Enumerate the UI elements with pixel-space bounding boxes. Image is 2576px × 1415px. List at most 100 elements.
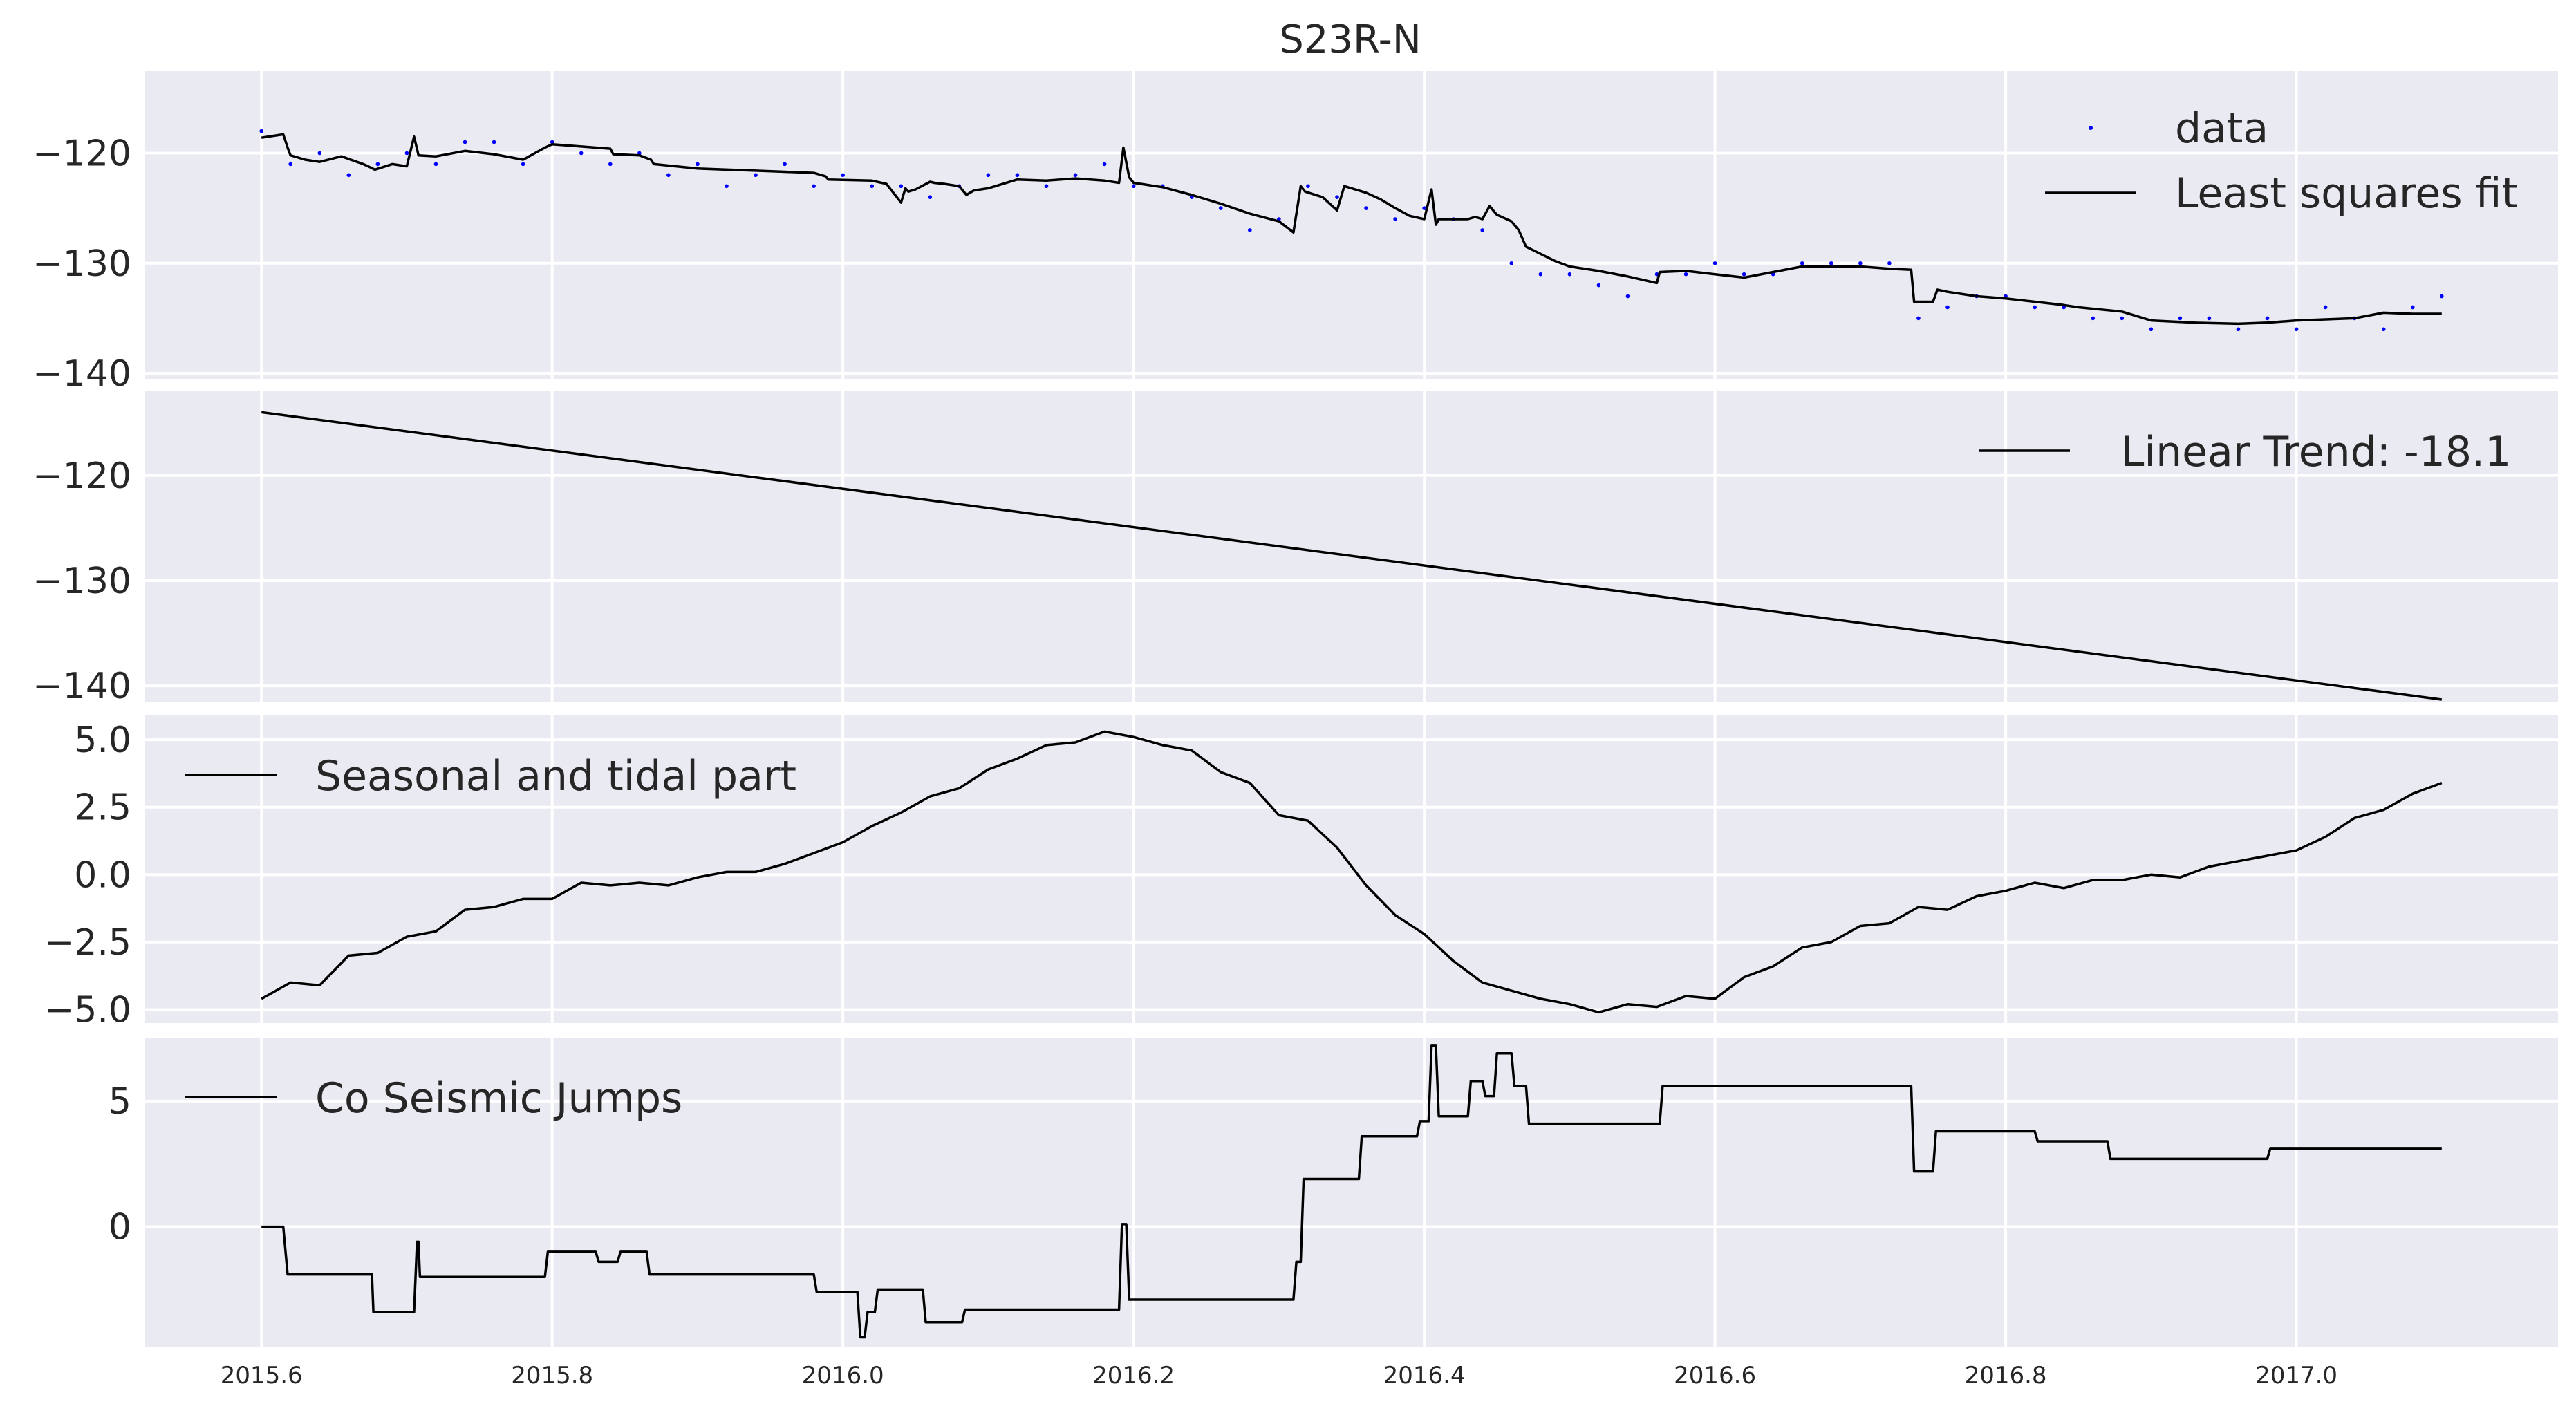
legend-label: Co Seismic Jumps — [315, 1074, 682, 1123]
data-point — [2265, 316, 2270, 321]
legend-label: Least squares fit — [2175, 169, 2518, 218]
legend: Linear Trend: -18.1 — [1979, 428, 2511, 476]
data-point — [725, 184, 729, 189]
data-point — [521, 162, 525, 167]
y-tick-label: −140 — [32, 353, 131, 395]
panels: −120 −130 −140 data Least squares fit −120 −13… — [32, 71, 2558, 1347]
data-point — [259, 129, 263, 133]
data-point — [899, 184, 904, 189]
data-point — [2236, 327, 2241, 332]
data-point — [579, 151, 584, 156]
data-point — [2381, 327, 2386, 332]
data-point — [841, 173, 845, 178]
data-point — [1800, 261, 1804, 265]
data-point — [1335, 195, 1339, 199]
data-point — [608, 162, 613, 167]
y-tick-label: 5.0 — [74, 720, 131, 761]
y-tick-label: −140 — [32, 666, 131, 707]
plot-background — [145, 1038, 2558, 1347]
data-point — [870, 184, 875, 189]
y-tick-label: −5.0 — [44, 989, 131, 1031]
x-tick-label: 2016.8 — [1965, 1362, 2047, 1389]
data-point — [1625, 294, 1630, 299]
data-point — [404, 151, 409, 156]
data-point — [1509, 261, 1514, 265]
data-point — [1538, 272, 1543, 277]
data-point — [2207, 316, 2212, 321]
data-point — [696, 162, 700, 167]
data-point — [1858, 261, 1863, 265]
data-point — [2091, 316, 2096, 321]
data-point — [375, 162, 380, 167]
data-point — [433, 162, 438, 167]
x-tick-label: 2017.0 — [2255, 1362, 2337, 1389]
data-point — [463, 140, 467, 144]
data-point — [2323, 305, 2328, 310]
y-tick-label: −120 — [32, 133, 131, 174]
series-data-points — [259, 129, 2444, 332]
panel-trend: −120 −130 −140 Linear Trend: -18.1 — [32, 391, 2558, 707]
data-point — [1015, 173, 1020, 178]
legend: data Least squares fit — [2045, 104, 2518, 218]
series-line — [261, 411, 2443, 701]
x-tick-label: 2016.4 — [1383, 1362, 1466, 1389]
x-tick-label: 2016.6 — [1674, 1362, 1756, 1389]
data-point — [1422, 206, 1426, 210]
data-point — [2178, 316, 2183, 321]
plot-background — [145, 715, 2558, 1023]
x-tick-label: 2015.6 — [221, 1362, 303, 1389]
panel-data_fit: −120 −130 −140 data Least squares fit — [32, 71, 2558, 395]
y-tick-label: −130 — [32, 561, 131, 602]
data-point — [550, 140, 554, 144]
y-tick-label: −120 — [32, 456, 131, 497]
legend: Seasonal and tidal part — [185, 752, 796, 800]
data-point — [2149, 327, 2154, 332]
y-tick-label: 2.5 — [74, 787, 131, 829]
data-point — [1596, 283, 1601, 288]
panel-seasonal: 5.0 2.5 0.0 −2.5 −5.0 Seasonal and tidal part — [44, 715, 2558, 1031]
data-point — [1364, 206, 1368, 210]
data-point — [1073, 173, 1078, 178]
data-point — [1044, 184, 1049, 189]
data-point — [1306, 184, 1310, 189]
legend-label: Linear Trend: -18.1 — [2121, 428, 2511, 476]
panel-jumps: 5 0 Co Seismic Jumps — [109, 1038, 2558, 1347]
series-line — [261, 133, 2442, 326]
data-point — [812, 184, 816, 189]
series-line — [261, 730, 2443, 1014]
data-point — [1131, 184, 1136, 189]
legend-marker-data — [2089, 126, 2093, 130]
data-point — [1742, 272, 1746, 277]
data-point — [1218, 206, 1223, 210]
data-point — [1945, 305, 1950, 310]
y-tick-label: −2.5 — [44, 922, 131, 964]
plot-background — [145, 391, 2558, 702]
data-point — [637, 151, 642, 156]
data-point — [492, 140, 496, 144]
data-point — [666, 173, 671, 178]
legend-label: data — [2175, 104, 2268, 153]
y-tick-label: 0 — [109, 1207, 131, 1248]
data-point — [1829, 261, 1833, 265]
data-point — [1916, 316, 1921, 321]
data-point — [783, 162, 787, 167]
data-point — [1712, 261, 1717, 265]
data-point — [2410, 305, 2415, 310]
data-point — [2120, 316, 2125, 321]
x-tick-label: 2015.8 — [511, 1362, 593, 1389]
y-tick-label: 5 — [109, 1081, 131, 1123]
chart-title: S23R-N — [1279, 17, 1421, 62]
legend-label: Seasonal and tidal part — [315, 752, 796, 800]
plot-background — [145, 71, 2558, 379]
data-point — [928, 195, 933, 199]
data-point — [1248, 228, 1252, 232]
x-tick-label: 2016.0 — [802, 1362, 884, 1389]
data-point — [986, 173, 991, 178]
x-tick-label: 2016.2 — [1092, 1362, 1175, 1389]
x-tick-labels: 2015.6 2015.8 2016.0 2016.2 2016.4 2016.6 2016… — [221, 1362, 2337, 1389]
data-point — [1567, 272, 1572, 277]
data-point — [754, 173, 758, 178]
data-point — [346, 173, 351, 178]
data-point — [2033, 305, 2037, 310]
